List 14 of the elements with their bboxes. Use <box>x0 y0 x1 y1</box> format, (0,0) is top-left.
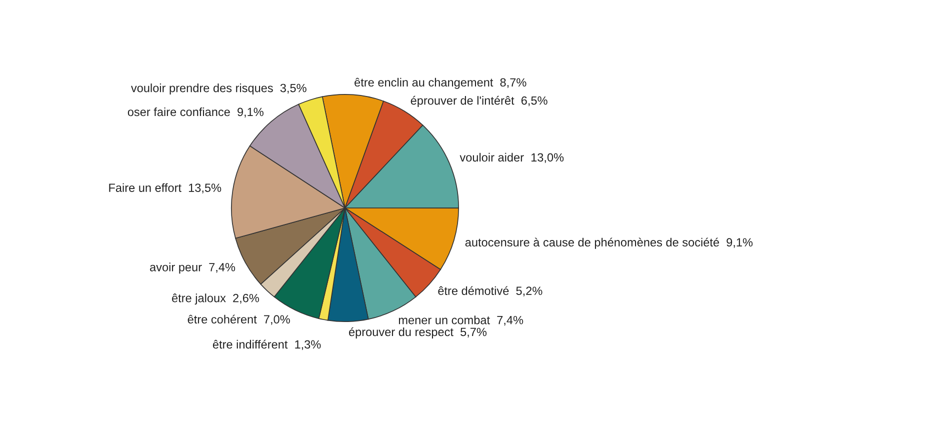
slice-label: éprouver du respect 5,7% <box>348 327 487 338</box>
slice-label: autocensure à cause de phénomènes de société 9,1% <box>465 238 753 249</box>
slice-label: éprouver de l'intérêt 6,5% <box>410 96 548 108</box>
slice-label: Faire un effort 13,5% <box>109 183 222 194</box>
slice-label: mener un combat 7,4% <box>398 316 524 326</box>
slice-label: être enclin au changement 8,7% <box>354 78 526 89</box>
slice-label: être jaloux 2,6% <box>172 294 260 305</box>
slice-label: être indifférent 1,3% <box>212 340 321 350</box>
slice-label: avoir peur 7,4% <box>150 262 236 274</box>
slice-label: vouloir aider 13,0% <box>460 152 564 163</box>
slice-label: vouloir prendre des risques 3,5% <box>130 84 306 95</box>
slice-label: être cohérent 7,0% <box>188 314 290 325</box>
slice-label: oser faire confiance 9,1% <box>128 107 264 118</box>
slice-label: être démotivé 5,2% <box>438 286 542 296</box>
